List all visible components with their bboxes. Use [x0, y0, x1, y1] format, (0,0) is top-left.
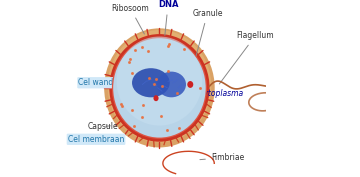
Text: Capsule: Capsule — [87, 122, 118, 131]
Ellipse shape — [113, 38, 206, 138]
Ellipse shape — [187, 81, 193, 88]
Ellipse shape — [132, 68, 170, 97]
Text: Granule: Granule — [191, 9, 223, 75]
Ellipse shape — [109, 34, 210, 142]
Ellipse shape — [108, 30, 211, 142]
Text: DNA: DNA — [158, 0, 178, 35]
Ellipse shape — [117, 36, 202, 126]
Ellipse shape — [104, 28, 215, 147]
Text: Cytoplasma: Cytoplasma — [199, 88, 244, 98]
Text: Cel wand: Cel wand — [78, 78, 114, 87]
Ellipse shape — [153, 95, 158, 101]
Text: Fimbriae: Fimbriae — [200, 153, 244, 162]
Text: Flagellum: Flagellum — [219, 31, 274, 84]
Text: Ribosoom: Ribosoom — [112, 4, 149, 34]
Ellipse shape — [157, 72, 186, 97]
Text: Cel membraan: Cel membraan — [68, 135, 124, 144]
Ellipse shape — [112, 37, 207, 139]
